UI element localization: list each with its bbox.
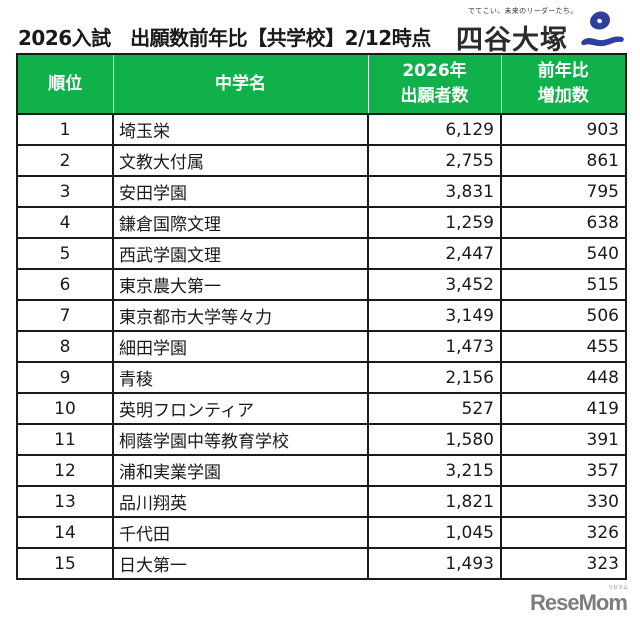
- rank-cell: 8: [16, 330, 114, 362]
- brand-tagline: でてこい、未来のリーダーたち。: [468, 7, 578, 15]
- applicants-cell: 2,447: [367, 237, 502, 269]
- school-cell: 東京都市大学等々力: [112, 299, 369, 331]
- column-header-label-line2: 出願者数: [400, 86, 469, 106]
- table-row: 10 英明フロンティア 527 419: [16, 392, 627, 424]
- table-row: 2 文教大付属 2,755 861: [16, 144, 627, 176]
- table-row: 13 品川翔英 1,821 330: [16, 485, 627, 517]
- increase-cell: 861: [500, 144, 627, 176]
- page-title: 2026入試 出願数前年比【共学校】2/12時点: [18, 26, 431, 50]
- increase-cell: 540: [500, 237, 627, 269]
- resemom-watermark: ReseMom: [530, 590, 628, 615]
- table-row: 9 青稜 2,156 448: [16, 361, 627, 393]
- rank-cell: 11: [16, 423, 114, 455]
- applicants-cell: 2,755: [367, 144, 502, 176]
- yotsuya-otsuka-logo-icon: [581, 11, 624, 47]
- rank-cell: 7: [16, 299, 114, 331]
- school-cell: 英明フロンティア: [112, 392, 369, 424]
- increase-cell: 323: [500, 547, 627, 579]
- rank-cell: 15: [16, 547, 114, 579]
- watermark-ruby: リセマム: [608, 585, 629, 591]
- school-cell: 埼玉栄: [112, 113, 369, 145]
- increase-cell: 326: [500, 516, 627, 548]
- increase-cell: 391: [500, 423, 627, 455]
- applicants-ranking-table: 順位 中学名 2026年 出願者数 前年比 増加数 1 埼玉栄 6,129 903 2…: [16, 53, 627, 580]
- rank-cell: 14: [16, 516, 114, 548]
- applicants-cell: 1,493: [367, 547, 502, 579]
- table-row: 8 細田学園 1,473 455: [16, 330, 627, 362]
- school-cell: 西武学園文理: [112, 237, 369, 269]
- school-cell: 細田学園: [112, 330, 369, 362]
- increase-cell: 506: [500, 299, 627, 331]
- applicants-cell: 1,473: [367, 330, 502, 362]
- applicants-cell: 3,831: [367, 175, 502, 207]
- table-row: 12 浦和実業学園 3,215 357: [16, 454, 627, 486]
- column-header-label-line2: 増加数: [537, 86, 589, 106]
- column-header-school: 中学名: [112, 54, 369, 115]
- school-cell: 安田学園: [112, 175, 369, 207]
- table-row: 11 桐蔭学園中等教育学校 1,580 391: [16, 423, 627, 455]
- column-header-applicants: 2026年 出願者数: [367, 54, 502, 115]
- rank-cell: 10: [16, 392, 114, 424]
- column-header-rank: 順位: [17, 54, 114, 115]
- table-header-row: 順位 中学名 2026年 出願者数 前年比 増加数: [17, 54, 626, 115]
- rank-cell: 1: [16, 113, 114, 145]
- school-cell: 千代田: [112, 516, 369, 548]
- column-header-increase: 前年比 増加数: [500, 54, 626, 115]
- increase-cell: 419: [500, 392, 627, 424]
- rank-cell: 9: [16, 361, 114, 393]
- table-row: 5 西武学園文理 2,447 540: [16, 237, 627, 269]
- rank-cell: 5: [16, 237, 114, 269]
- column-header-label-line1: 前年比: [537, 61, 589, 81]
- school-cell: 青稜: [112, 361, 369, 393]
- applicants-cell: 2,156: [367, 361, 502, 393]
- applicants-cell: 3,215: [367, 454, 502, 486]
- applicants-cell: 3,149: [367, 299, 502, 331]
- table-row: 3 安田学園 3,831 795: [16, 175, 627, 207]
- table-row: 6 東京農大第一 3,452 515: [16, 268, 627, 300]
- applicants-cell: 6,129: [367, 113, 502, 145]
- table-row: 7 東京都市大学等々力 3,149 506: [16, 299, 627, 331]
- brand-block: でてこい、未来のリーダーたち。 四谷大塚: [456, 4, 636, 56]
- table-row: 4 鎌倉国際文理 1,259 638: [16, 206, 627, 238]
- rank-cell: 6: [16, 268, 114, 300]
- applicants-cell: 3,452: [367, 268, 502, 300]
- column-header-label: 順位: [48, 73, 83, 94]
- applicants-cell: 1,045: [367, 516, 502, 548]
- increase-cell: 795: [500, 175, 627, 207]
- increase-cell: 448: [500, 361, 627, 393]
- school-cell: 桐蔭学園中等教育学校: [112, 423, 369, 455]
- increase-cell: 903: [500, 113, 627, 145]
- school-cell: 浦和実業学園: [112, 454, 369, 486]
- rank-cell: 3: [16, 175, 114, 207]
- brand-name: 四谷大塚: [456, 25, 568, 56]
- increase-cell: 357: [500, 454, 627, 486]
- increase-cell: 515: [500, 268, 627, 300]
- applicants-cell: 527: [367, 392, 502, 424]
- rank-cell: 12: [16, 454, 114, 486]
- school-cell: 文教大付属: [112, 144, 369, 176]
- table-row: 14 千代田 1,045 326: [16, 516, 627, 548]
- increase-cell: 330: [500, 485, 627, 517]
- column-header-label-line1: 2026年: [402, 61, 467, 81]
- rank-cell: 13: [16, 485, 114, 517]
- rank-cell: 4: [16, 206, 114, 238]
- school-cell: 鎌倉国際文理: [112, 206, 369, 238]
- school-cell: 日大第一: [112, 547, 369, 579]
- table-row: 15 日大第一 1,493 323: [16, 547, 627, 579]
- applicants-cell: 1,821: [367, 485, 502, 517]
- table-row: 1 埼玉栄 6,129 903: [16, 113, 627, 145]
- applicants-cell: 1,580: [367, 423, 502, 455]
- applicants-cell: 1,259: [367, 206, 502, 238]
- school-cell: 東京農大第一: [112, 268, 369, 300]
- rank-cell: 2: [16, 144, 114, 176]
- column-header-label: 中学名: [215, 73, 266, 94]
- increase-cell: 455: [500, 330, 627, 362]
- increase-cell: 638: [500, 206, 627, 238]
- school-cell: 品川翔英: [112, 485, 369, 517]
